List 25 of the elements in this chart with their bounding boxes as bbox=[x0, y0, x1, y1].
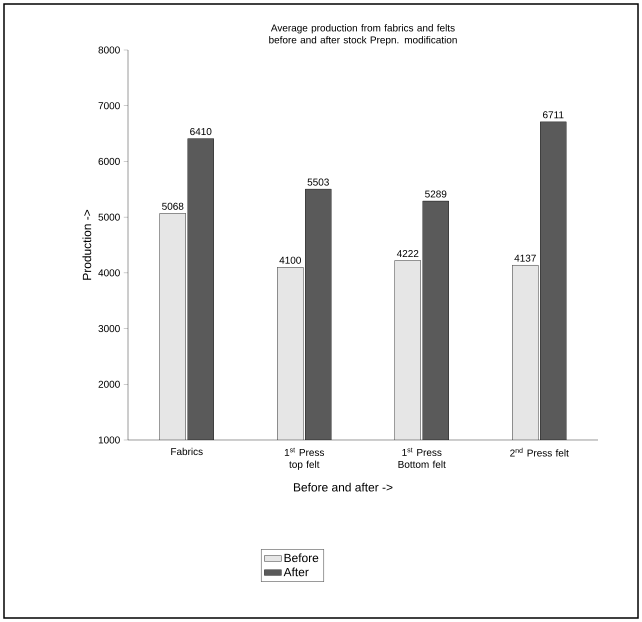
y-tick-label: 1000 bbox=[98, 436, 120, 444]
y-tick-label: 2000 bbox=[98, 380, 120, 388]
y-tick-label: 8000 bbox=[98, 46, 120, 54]
x-tick-label: 1$^{st}$ Press Bottom felt bbox=[398, 448, 446, 468]
legend-label: After bbox=[284, 568, 309, 576]
y-tick-label: 5000 bbox=[98, 214, 120, 221]
data-label: 4137 bbox=[514, 254, 536, 262]
x-axis-title: Before and after -> bbox=[294, 482, 392, 492]
y-axis-title: Production -> bbox=[82, 210, 92, 280]
data-label: 4222 bbox=[396, 250, 418, 257]
data-label: 6410 bbox=[190, 128, 212, 136]
y-tick-label: 3000 bbox=[98, 325, 120, 332]
data-label: 5068 bbox=[162, 202, 184, 210]
y-tick-label: 4000 bbox=[98, 269, 120, 276]
y-tick-label: 6000 bbox=[98, 158, 120, 165]
x-tick-label: 2$^{nd}$ Press felt bbox=[510, 448, 569, 457]
data-label: 5503 bbox=[308, 178, 329, 186]
data-label: 5289 bbox=[425, 190, 446, 198]
x-tick-label: 1$^{st}$ Press top felt bbox=[284, 448, 324, 470]
data-label: 6711 bbox=[543, 111, 564, 118]
data-label: 4100 bbox=[279, 256, 301, 264]
chart-title: Average production from fabrics and felts before and after stock Prepn. modification bbox=[269, 24, 457, 46]
legend-label: Before bbox=[284, 553, 318, 562]
y-tick-label: 7000 bbox=[98, 102, 120, 110]
x-tick-label: Fabrics bbox=[171, 448, 203, 456]
